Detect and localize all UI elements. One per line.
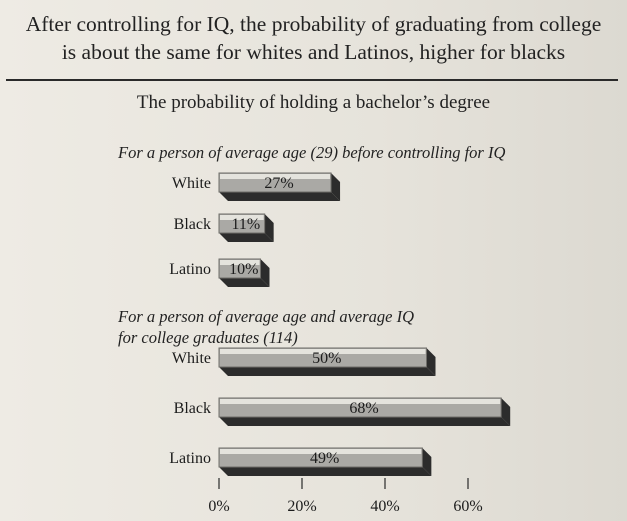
panel-2-black-category-label: Black	[174, 400, 211, 417]
panel-2-heading-line-1: For a person of average age and average …	[118, 307, 415, 326]
panel-1-heading-line-1: For a person of average age (29) before …	[118, 143, 506, 162]
chart-subtitle: The probability of holding a bachelor’s …	[136, 92, 491, 113]
panel-2-heading-line-2: for college graduates (114)	[118, 328, 298, 347]
panel-2-white-bar-side	[426, 348, 436, 376]
title-divider	[6, 79, 618, 81]
panel-1-latino-category-label: Latino	[169, 261, 211, 278]
panel-1-latino-bar-side	[260, 259, 270, 287]
panel-2-latino-category-label: Latino	[169, 450, 211, 467]
panel-2-white-value-label: 50%	[312, 350, 341, 367]
panel-1-latino-value-label: 10%	[229, 261, 258, 278]
panel-1-black-bar-bottom	[219, 233, 274, 242]
panel-1-white-bar-bottom	[219, 192, 341, 201]
chart-title: After controlling for IQ, the probabilit…	[0, 10, 627, 66]
panel-2-white-bar-highlight	[220, 349, 426, 354]
panel-1-black-bar-highlight	[220, 215, 264, 220]
panel-1-heading: For a person of average age (29) before …	[118, 142, 505, 163]
panel-2-latino-value-label: 49%	[310, 450, 339, 467]
panel-1-white-bar-highlight	[220, 174, 331, 179]
panel-2-latino-bar-bottom	[219, 467, 432, 476]
x-tick-label-0: 0%	[208, 498, 229, 515]
panel-2-black-bar-side	[501, 398, 511, 426]
panel-1-black-bar-side	[264, 214, 274, 242]
panel-1-black-value-label: 11%	[231, 216, 260, 233]
chart-title-line-2: is about the same for whites and Latinos…	[61, 40, 566, 64]
x-tick-label-60: 60%	[453, 498, 482, 515]
x-tick-label-20: 20%	[287, 498, 316, 515]
panel-2-black-value-label: 68%	[349, 400, 378, 417]
panel-1-latino-bar-highlight	[220, 260, 260, 265]
panel-2-latino-bar-side	[422, 448, 432, 476]
panel-1-black-category-label: Black	[174, 216, 211, 233]
panel-2-latino-bar-highlight	[220, 449, 422, 454]
panel-2-black-bar-bottom	[219, 417, 511, 426]
panel-1-white-category-label: White	[172, 175, 211, 192]
panel-2-white-bar-bottom	[219, 367, 436, 376]
panel-2-heading: For a person of average age and average …	[118, 306, 414, 348]
panel-2-black-bar-highlight	[220, 399, 501, 404]
panel-1-latino-bar-bottom	[219, 278, 270, 287]
chart-title-line-1: After controlling for IQ, the probabilit…	[25, 12, 602, 36]
panel-2-white-category-label: White	[172, 350, 211, 367]
panel-1-white-value-label: 27%	[264, 175, 293, 192]
x-tick-label-40: 40%	[370, 498, 399, 515]
panel-1-white-bar-side	[331, 173, 341, 201]
